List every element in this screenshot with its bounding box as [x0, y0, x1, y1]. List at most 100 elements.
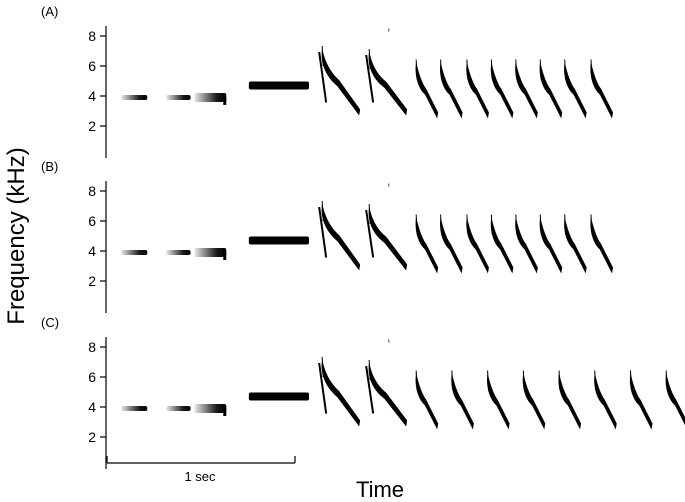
- downsweep-note: [415, 372, 439, 430]
- y-tick-label: 4: [88, 88, 96, 104]
- tone-tail: [223, 97, 227, 105]
- y-tick-label: 6: [88, 213, 96, 229]
- panel-label: (B): [41, 159, 58, 174]
- y-tick-label: 8: [88, 339, 96, 355]
- x-axis-label: Time: [356, 477, 404, 502]
- downsweep-onset: [368, 203, 371, 225]
- downsweep-onset: [490, 214, 493, 235]
- noise-speck: [387, 183, 390, 187]
- downsweep-note: [321, 48, 361, 116]
- downsweep-note: [321, 359, 361, 427]
- noise-speck: [387, 28, 390, 32]
- downsweep-note: [629, 372, 653, 430]
- downsweep-onset: [590, 59, 593, 80]
- downsweep-harmonic: [318, 206, 328, 258]
- panel-c: (C) 2 4 6 8: [41, 315, 685, 469]
- downsweep-note: [564, 61, 587, 119]
- downsweep-note: [490, 216, 514, 274]
- tone-note: [248, 236, 309, 245]
- downsweep-onset: [321, 45, 324, 67]
- tone-tail: [223, 252, 227, 260]
- y-tick-label: 2: [88, 429, 96, 445]
- downsweep-onset: [490, 59, 493, 80]
- downsweep-harmonic: [318, 51, 328, 103]
- downsweep-onset: [321, 200, 324, 222]
- downsweep-harmonic: [365, 365, 375, 414]
- downsweep-note: [415, 61, 439, 119]
- downsweep-onset: [564, 59, 567, 80]
- downsweep-note: [368, 51, 408, 116]
- downsweep-onset: [415, 59, 418, 80]
- downsweep-note: [564, 216, 587, 274]
- downsweep-note: [466, 216, 489, 274]
- tone-note: [166, 95, 191, 100]
- tone-note: [121, 250, 148, 255]
- downsweep-note: [439, 61, 463, 119]
- tone-note: [166, 250, 191, 255]
- tone-note: [248, 81, 309, 90]
- noise-speck: [387, 339, 390, 343]
- downsweep-onset: [539, 214, 542, 235]
- panel-b: (B) 2 4 6 8: [41, 159, 613, 313]
- y-tick-label: 2: [88, 273, 96, 289]
- scale-bar-label: 1 sec: [184, 469, 216, 484]
- y-tick-label: 8: [88, 28, 96, 44]
- y-tick-label: 6: [88, 58, 96, 74]
- downsweep-note: [321, 203, 361, 271]
- downsweep-onset: [321, 356, 324, 378]
- downsweep-note: [594, 372, 617, 430]
- panel-a: (A) 2 4 6 8: [41, 4, 613, 158]
- downsweep-note: [415, 216, 439, 274]
- downsweep-note: [368, 206, 408, 271]
- downsweep-note: [490, 61, 514, 119]
- tone-tail: [223, 408, 227, 416]
- downsweep-onset: [564, 214, 567, 235]
- downsweep-onset: [515, 214, 518, 235]
- downsweep-harmonic: [365, 209, 375, 258]
- panel-label: (C): [41, 315, 59, 330]
- downsweep-note: [451, 372, 474, 430]
- y-tick-label: 4: [88, 243, 96, 259]
- y-tick-label: 6: [88, 369, 96, 385]
- downsweep-onset: [629, 370, 632, 391]
- downsweep-note: [590, 216, 613, 274]
- tone-note: [121, 95, 148, 100]
- downsweep-note: [539, 61, 563, 119]
- downsweep-onset: [415, 370, 418, 391]
- panels-group: (A) 2 4 6 8 (B) 2 4 6 8 (C) 2 4 6 8: [41, 4, 685, 469]
- downsweep-note: [466, 61, 489, 119]
- downsweep-harmonic: [318, 362, 328, 414]
- downsweep-onset: [539, 59, 542, 80]
- tone-note: [248, 392, 309, 401]
- downsweep-onset: [515, 59, 518, 80]
- downsweep-harmonic: [365, 54, 375, 103]
- downsweep-onset: [451, 370, 454, 391]
- y-tick-label: 8: [88, 183, 96, 199]
- downsweep-onset: [487, 370, 490, 391]
- downsweep-onset: [558, 370, 561, 391]
- y-axis-label: Frequency (kHz): [3, 147, 30, 324]
- y-tick-label: 4: [88, 399, 96, 415]
- downsweep-note: [486, 372, 510, 430]
- downsweep-onset: [466, 214, 469, 235]
- downsweep-note: [558, 372, 582, 430]
- tone-note: [194, 93, 227, 102]
- downsweep-onset: [368, 48, 371, 70]
- downsweep-onset: [368, 359, 371, 381]
- downsweep-onset: [590, 214, 593, 235]
- downsweep-note: [368, 362, 408, 427]
- downsweep-onset: [440, 59, 443, 80]
- panel-label: (A): [41, 4, 58, 19]
- downsweep-note: [539, 216, 563, 274]
- downsweep-onset: [594, 370, 597, 391]
- downsweep-onset: [522, 370, 525, 391]
- y-tick-label: 2: [88, 118, 96, 134]
- tone-note: [194, 404, 227, 413]
- downsweep-onset: [440, 214, 443, 235]
- downsweep-onset: [665, 370, 668, 391]
- downsweep-onset: [415, 214, 418, 235]
- downsweep-note: [522, 372, 546, 430]
- tone-note: [166, 406, 191, 411]
- tone-note: [194, 248, 227, 257]
